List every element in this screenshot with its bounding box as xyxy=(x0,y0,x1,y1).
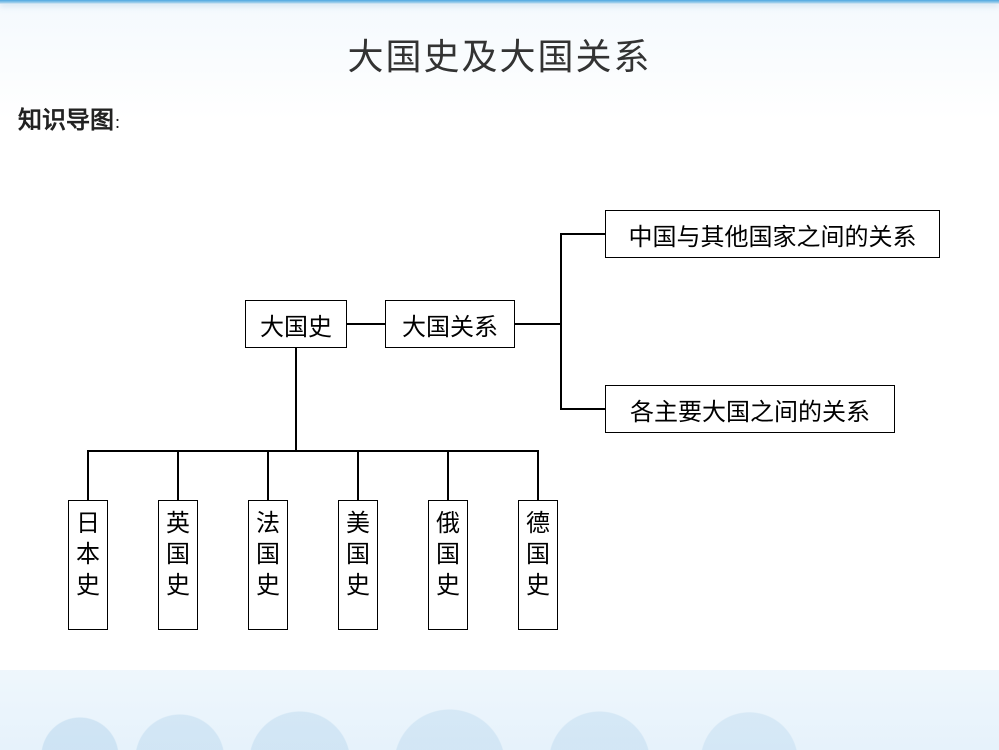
edge xyxy=(347,323,385,325)
edge xyxy=(295,348,297,450)
edge xyxy=(87,450,89,500)
section-heading-suffix: ： xyxy=(114,115,128,131)
node-great-power-history: 大国史 xyxy=(245,300,347,348)
edge xyxy=(515,323,560,325)
node-france-history: 法国史 xyxy=(248,500,288,630)
edge xyxy=(267,450,269,500)
section-heading-text: 知识导图 xyxy=(18,107,114,134)
node-russia-history: 俄国史 xyxy=(428,500,468,630)
node-germany-history: 德国史 xyxy=(518,500,558,630)
page-title: 大国史及大国关系 xyxy=(0,28,999,80)
edge xyxy=(177,450,179,500)
node-usa-history: 美国史 xyxy=(338,500,378,630)
edge xyxy=(87,450,539,452)
wave-decoration xyxy=(0,690,999,750)
edge xyxy=(560,233,562,410)
knowledge-map-diagram: 大国史 大国关系 中国与其他国家之间的关系 各主要大国之间的关系 日本史 英国史… xyxy=(0,150,999,670)
node-japan-history: 日本史 xyxy=(68,500,108,630)
edge xyxy=(357,450,359,500)
node-major-powers-relations: 各主要大国之间的关系 xyxy=(605,385,895,433)
edge xyxy=(537,450,539,500)
section-heading: 知识导图： xyxy=(18,100,128,135)
node-great-power-relations: 大国关系 xyxy=(385,300,515,348)
node-uk-history: 英国史 xyxy=(158,500,198,630)
edge xyxy=(560,408,605,410)
node-china-relations: 中国与其他国家之间的关系 xyxy=(605,210,940,258)
edge xyxy=(560,233,605,235)
window-chrome-bar xyxy=(0,0,999,4)
edge xyxy=(447,450,449,500)
